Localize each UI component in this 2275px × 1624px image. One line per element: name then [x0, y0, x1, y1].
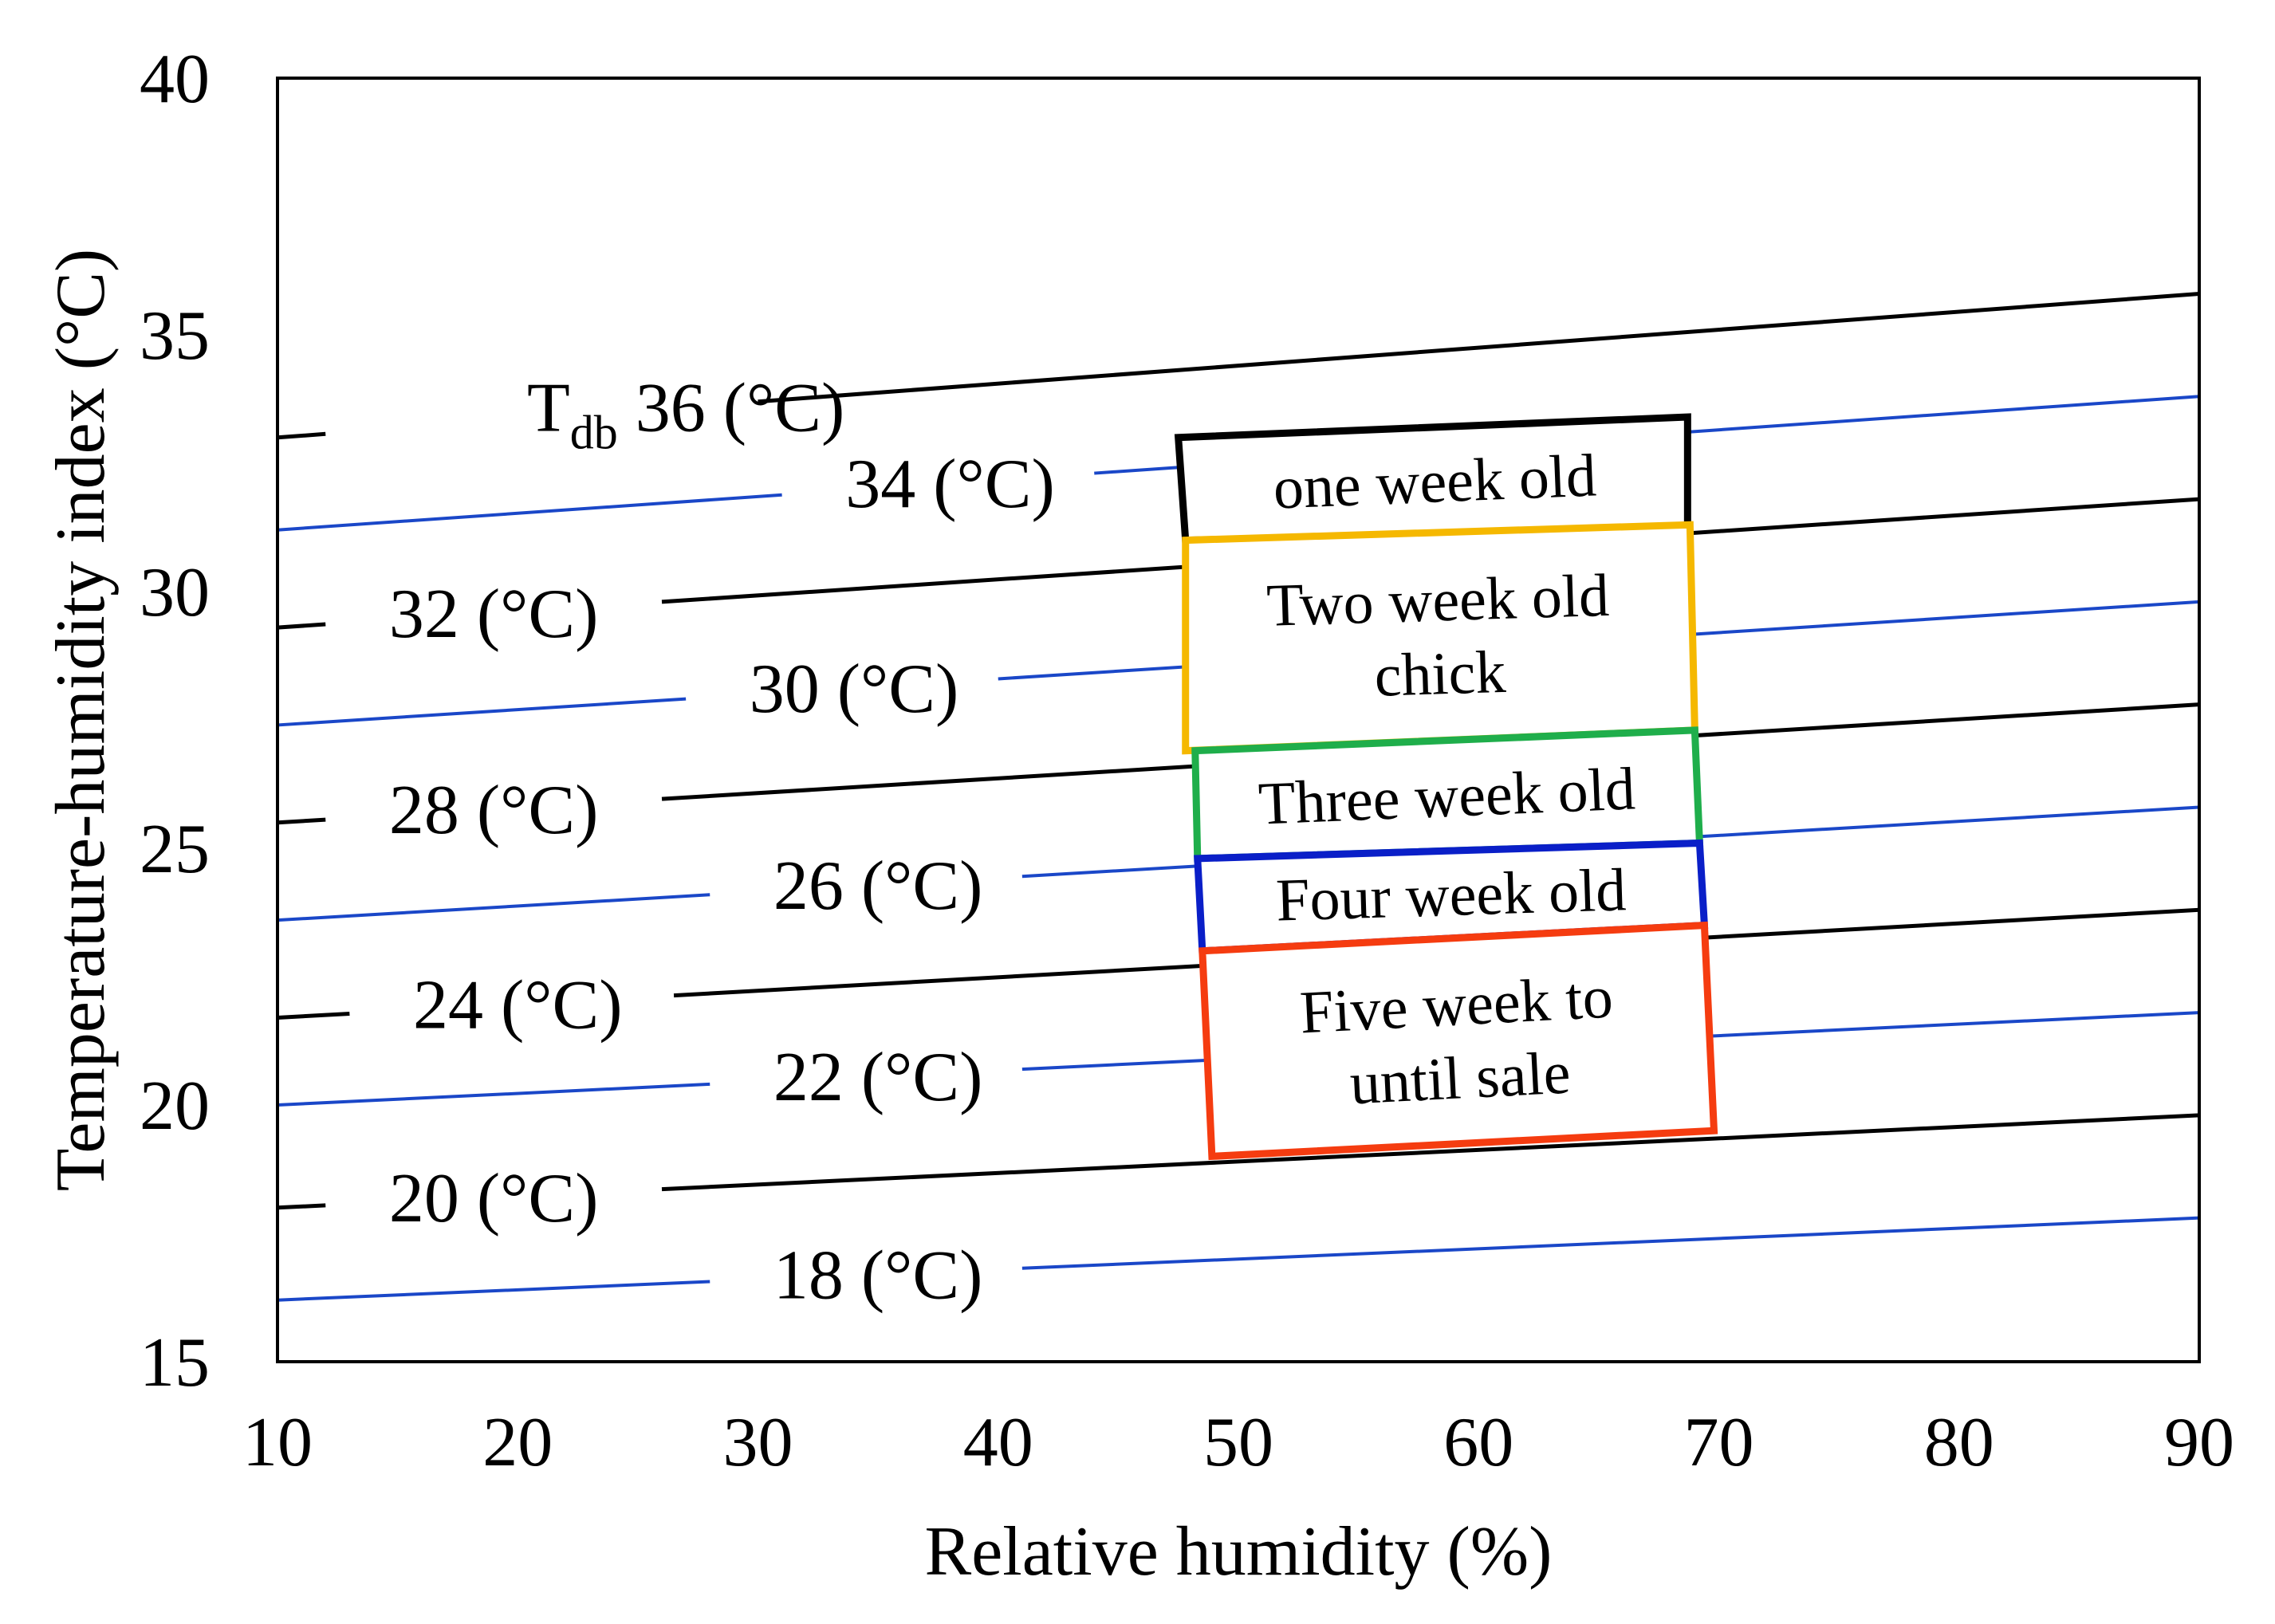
series-label-30-c: 30 (°C)	[750, 651, 959, 728]
annotation-text-three-week-old-line-1: Three week old	[1258, 755, 1637, 837]
series-label-22-c: 22 (°C)	[773, 1039, 983, 1116]
x-tick-label-30: 30	[723, 1404, 793, 1481]
series-label-32-c: 32 (°C)	[389, 576, 599, 653]
y-tick-label-25: 25	[140, 811, 210, 888]
series-label-subscript: db	[570, 406, 618, 458]
x-tick-label-40: 40	[963, 1404, 1033, 1481]
y-tick-label-15: 15	[140, 1324, 210, 1402]
series-line-18-c-left	[277, 1280, 710, 1302]
x-tick-labels: 10 20 30 40 50 60 70 80 90	[242, 1404, 2234, 1481]
annotation-text-two-week-old-chick-line-1: Two week old	[1265, 562, 1610, 639]
series-line-20-c-right	[661, 1113, 2200, 1192]
x-tick-label-70: 70	[1684, 1404, 1754, 1481]
annotation-box-two-week-old-chick	[1182, 521, 1698, 755]
annotation-text-one-week-old-line-1: one week old	[1272, 442, 1597, 521]
y-tick-label-20: 20	[140, 1068, 210, 1145]
x-tick-label-80: 80	[1924, 1404, 1994, 1481]
series-line-30-c-left	[277, 697, 687, 727]
annotation-text-two-week-old-chick-line-2: chick	[1373, 639, 1506, 710]
series-label-28-c: 28 (°C)	[389, 772, 599, 849]
series-line-26-c-left	[277, 893, 710, 922]
plot-area-frame	[276, 77, 2201, 1363]
x-tick-label-60: 60	[1443, 1404, 1513, 1481]
x-axis-label: Relative humidity (%)	[925, 1513, 1553, 1591]
series-label-main: T	[527, 369, 570, 446]
x-tick-label-90: 90	[2164, 1404, 2234, 1481]
x-tick-label-10: 10	[242, 1404, 313, 1481]
series-line-24-c-left	[277, 1011, 350, 1020]
y-tick-label-40: 40	[140, 41, 210, 118]
series-label-24-c: 24 (°C)	[413, 967, 623, 1044]
y-axis-label: Temperature-humidity index (°C)	[42, 249, 120, 1191]
series-label-t-db-36-c: Tdb 36 (°C)	[527, 369, 844, 458]
series-line-34-c-left	[277, 493, 782, 532]
series-label-20-c: 20 (°C)	[389, 1160, 599, 1237]
series-label-rest: 36 (°C)	[618, 369, 845, 446]
y-tick-labels: 15 20 25 30 35 40	[140, 41, 210, 1402]
y-tick-label-35: 35	[140, 297, 210, 375]
series-line-t-db-36-c-right	[758, 291, 2200, 404]
series-line-32-c-left	[277, 622, 326, 630]
annotation-box-five-week-to-until-sale	[1199, 921, 1718, 1161]
annotation-text-five-week-to-until-sale-line-2: until sale	[1348, 1039, 1572, 1117]
series-line-28-c-left	[277, 817, 326, 825]
series-line-18-c-right	[1021, 1216, 2200, 1270]
annotation-text-five-week-to-until-sale-line-1: Five week to	[1298, 964, 1614, 1047]
series-label-26-c: 26 (°C)	[773, 847, 983, 925]
series-line-22-c-left	[277, 1082, 710, 1107]
series-label-18-c: 18 (°C)	[773, 1237, 983, 1315]
series-label-layer: Tdb 36 (°C)34 (°C) 32 (°C) 30 (°C) 28 (°C) 2…	[389, 369, 1055, 1314]
series-line-20-c-left	[277, 1203, 326, 1210]
x-tick-label-20: 20	[482, 1404, 553, 1481]
x-tick-label-50: 50	[1203, 1404, 1273, 1481]
annotation-text-four-week-old-line-1: Four week old	[1275, 856, 1627, 934]
series-label-34-c: 34 (°C)	[845, 446, 1055, 523]
y-tick-label-30: 30	[140, 554, 210, 631]
series-line-t-db-36-c-left	[277, 431, 326, 440]
